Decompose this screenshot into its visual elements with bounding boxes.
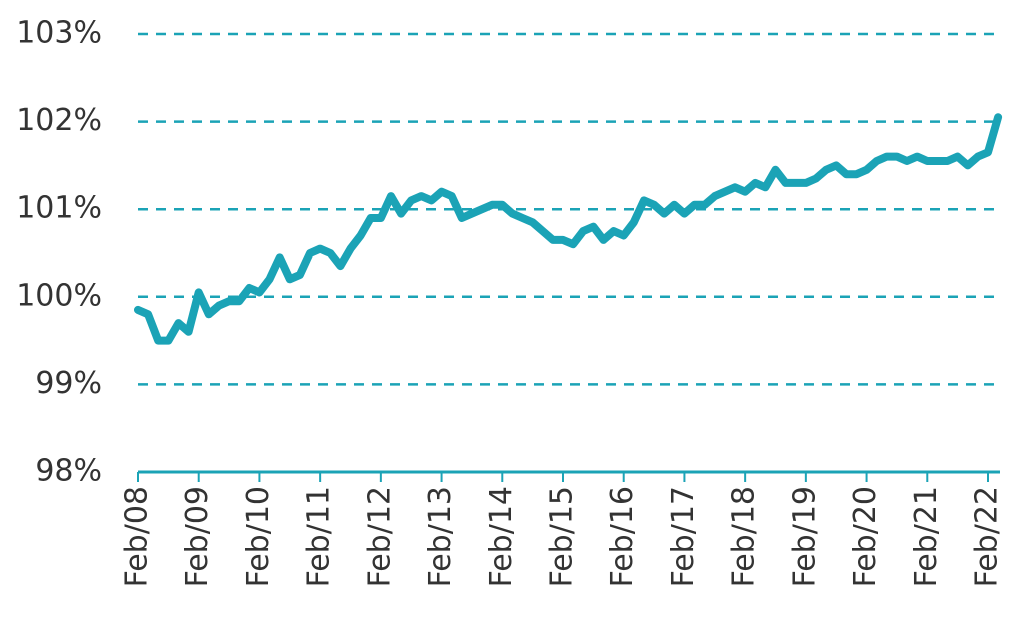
x-tick-label: Feb/12 xyxy=(362,486,397,587)
x-tick-label: Feb/20 xyxy=(848,486,883,587)
x-tick-label: Feb/17 xyxy=(666,486,701,587)
y-tick-label: 100% xyxy=(16,278,102,313)
x-tick-label: Feb/14 xyxy=(484,486,519,587)
x-tick-label: Feb/16 xyxy=(605,486,640,587)
x-tick-label: Feb/13 xyxy=(423,486,458,587)
x-tick-label: Feb/21 xyxy=(909,486,944,587)
x-tick-label: Feb/18 xyxy=(727,486,762,587)
x-tick-label: Feb/11 xyxy=(302,486,337,587)
y-tick-label: 99% xyxy=(35,366,102,401)
x-tick-label: Feb/15 xyxy=(545,486,580,587)
x-tick-label: Feb/22 xyxy=(970,486,1005,587)
y-tick-label: 102% xyxy=(16,103,102,138)
x-tick-label: Feb/08 xyxy=(120,486,155,587)
x-tick-label: Feb/10 xyxy=(241,486,276,587)
y-tick-label: 101% xyxy=(16,191,102,226)
x-tick-label: Feb/19 xyxy=(787,486,822,587)
y-tick-label: 98% xyxy=(35,454,102,489)
y-tick-label: 103% xyxy=(16,16,102,51)
data-line xyxy=(134,113,1003,345)
x-tick-label: Feb/09 xyxy=(180,486,215,587)
